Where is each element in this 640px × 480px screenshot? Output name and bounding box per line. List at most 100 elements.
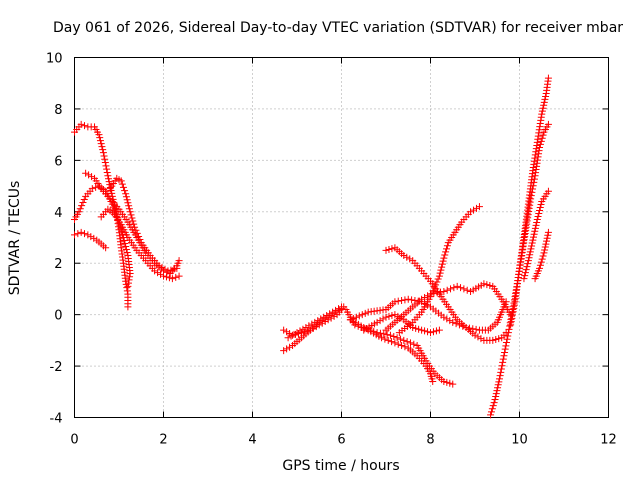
data-point (105, 178, 113, 186)
data-point (442, 248, 450, 256)
data-point (162, 273, 170, 281)
data-point (122, 193, 130, 201)
data-point (335, 305, 343, 313)
y-axis-label: SDTVAR / TECUs (7, 181, 23, 296)
data-point (433, 278, 441, 286)
data-point (160, 272, 167, 280)
data-point (508, 314, 516, 322)
data-point (302, 324, 310, 331)
data-point (378, 334, 386, 342)
data-point (125, 205, 133, 213)
data-point (346, 316, 354, 324)
data-point (533, 218, 541, 226)
data-point (439, 257, 447, 265)
data-point (428, 290, 436, 298)
data-point (446, 379, 454, 387)
data-point (506, 322, 514, 330)
data-point (127, 211, 135, 219)
series-i (284, 303, 345, 342)
data-point (161, 265, 169, 273)
data-point (467, 208, 475, 216)
data-point (125, 202, 133, 210)
data-point (155, 262, 163, 270)
data-point (536, 261, 544, 269)
data-point (472, 204, 480, 212)
x-tick-label: 6 (337, 433, 345, 448)
chart-title: Day 061 of 2026, Sidereal Day-to-day VTE… (53, 20, 623, 36)
data-point (492, 393, 500, 401)
series-t (531, 228, 552, 283)
data-point (530, 230, 538, 238)
data-point (489, 336, 497, 344)
data-point (487, 411, 495, 419)
data-point (97, 140, 105, 148)
data-point (488, 405, 496, 413)
data-point (394, 340, 402, 348)
data-point (123, 287, 131, 295)
data-point (71, 231, 78, 239)
data-point (358, 311, 366, 319)
data-point (99, 149, 107, 157)
data-point (524, 260, 532, 268)
data-point (536, 207, 544, 214)
data-point (88, 173, 96, 181)
data-point (435, 326, 443, 334)
data-point (520, 275, 528, 283)
data-point (394, 297, 402, 305)
data-point (123, 249, 131, 256)
data-point (381, 335, 389, 343)
data-point (338, 303, 345, 311)
data-point (320, 313, 328, 321)
data-point (495, 375, 503, 383)
data-point (415, 325, 423, 333)
data-point (475, 203, 483, 211)
data-point (510, 304, 518, 312)
data-point (412, 324, 420, 332)
data-point (361, 309, 369, 317)
data-point (453, 282, 461, 290)
data-point (532, 221, 540, 229)
data-point (311, 318, 319, 326)
data-point (326, 310, 334, 318)
data-point (77, 120, 85, 128)
data-point (88, 185, 96, 193)
data-point (396, 335, 404, 343)
data-point (443, 315, 451, 323)
data-point (376, 317, 384, 325)
data-point (87, 233, 95, 241)
data-point (391, 339, 399, 347)
data-point (385, 246, 393, 253)
data-point (421, 294, 429, 301)
data-point (443, 378, 451, 386)
data-point (352, 313, 360, 321)
grid-lines (74, 57, 609, 418)
data-point (128, 214, 136, 222)
data-point (289, 331, 297, 339)
data-point (523, 263, 531, 271)
data-point (424, 292, 432, 300)
data-point (102, 162, 110, 170)
data-point (539, 131, 547, 139)
data-point (280, 347, 288, 355)
y-tick-label: -2 (50, 360, 63, 375)
data-point (81, 230, 89, 238)
data-point (98, 143, 106, 151)
data-point (543, 234, 551, 242)
data-point (401, 296, 409, 304)
data-point (154, 269, 162, 277)
data-point (487, 408, 495, 416)
data-point (104, 172, 112, 180)
data-point (540, 98, 548, 106)
data-point (443, 286, 451, 294)
data-point (499, 358, 507, 366)
data-point (497, 365, 505, 373)
data-point (122, 190, 130, 198)
data-point (95, 131, 103, 139)
data-point (483, 281, 491, 289)
data-point (507, 321, 515, 329)
data-point (432, 281, 440, 289)
data-point (124, 199, 132, 207)
data-point (542, 240, 550, 248)
data-point (539, 252, 547, 260)
